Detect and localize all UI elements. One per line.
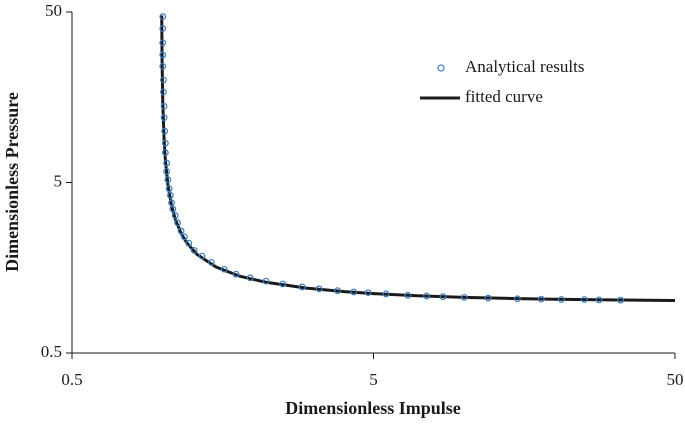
data-point — [168, 199, 176, 207]
data-point — [171, 212, 179, 219]
data-point — [364, 289, 372, 297]
y-tick-label: 50 — [45, 1, 62, 20]
legend-label: fitted curve — [465, 87, 543, 106]
data-point — [334, 287, 341, 295]
data-point — [159, 39, 167, 47]
data-point — [460, 293, 468, 301]
data-point — [185, 239, 193, 247]
data-point — [163, 168, 171, 175]
data-point — [160, 88, 167, 96]
y-axis-title: Dimensionless Pressure — [2, 92, 22, 272]
data-point — [159, 13, 167, 20]
data-point — [298, 283, 306, 291]
y-tick-label: 5 — [54, 171, 63, 190]
data-point — [350, 288, 358, 296]
data-point — [423, 292, 430, 300]
data-point — [279, 280, 287, 288]
data-point — [177, 227, 185, 235]
data-point — [166, 192, 174, 199]
data-point — [160, 114, 168, 122]
data-point — [537, 295, 545, 303]
data-point — [174, 219, 181, 227]
data-point — [161, 149, 169, 156]
data-point — [160, 102, 168, 110]
legend-label: Analytical results — [465, 57, 584, 76]
data-point — [190, 246, 198, 254]
data-point — [159, 25, 167, 32]
data-point — [208, 258, 215, 266]
x-tick-label: 5 — [369, 370, 378, 389]
data-point — [164, 176, 172, 183]
data-point — [220, 265, 228, 273]
data-point — [163, 159, 171, 167]
data-point — [169, 205, 177, 213]
fitted-line — [160, 15, 675, 302]
data-point — [513, 295, 521, 303]
y-tick-label: 0.5 — [41, 342, 62, 361]
data-point — [617, 296, 624, 304]
data-point — [159, 51, 167, 59]
legend-swatch — [437, 64, 445, 72]
data-point — [382, 290, 390, 298]
data-point — [246, 274, 254, 282]
data-point — [262, 277, 270, 285]
x-tick-label: 0.5 — [61, 370, 82, 389]
data-point — [558, 296, 565, 303]
x-tick-label: 50 — [667, 370, 684, 389]
data-point — [404, 291, 412, 299]
data-point — [232, 270, 240, 278]
data-point — [160, 76, 167, 84]
data-point — [595, 296, 603, 304]
x-axis-title: Dimensionless Impulse — [285, 398, 461, 418]
data-point — [484, 294, 492, 302]
data-point — [165, 185, 173, 193]
data-point — [161, 127, 169, 135]
data-point — [315, 285, 323, 293]
data-point — [181, 233, 188, 241]
data-point — [161, 139, 169, 147]
data-point — [159, 62, 167, 70]
data-point — [198, 252, 206, 260]
data-point — [580, 296, 588, 303]
data-point — [439, 293, 447, 301]
plot-area — [159, 13, 675, 304]
